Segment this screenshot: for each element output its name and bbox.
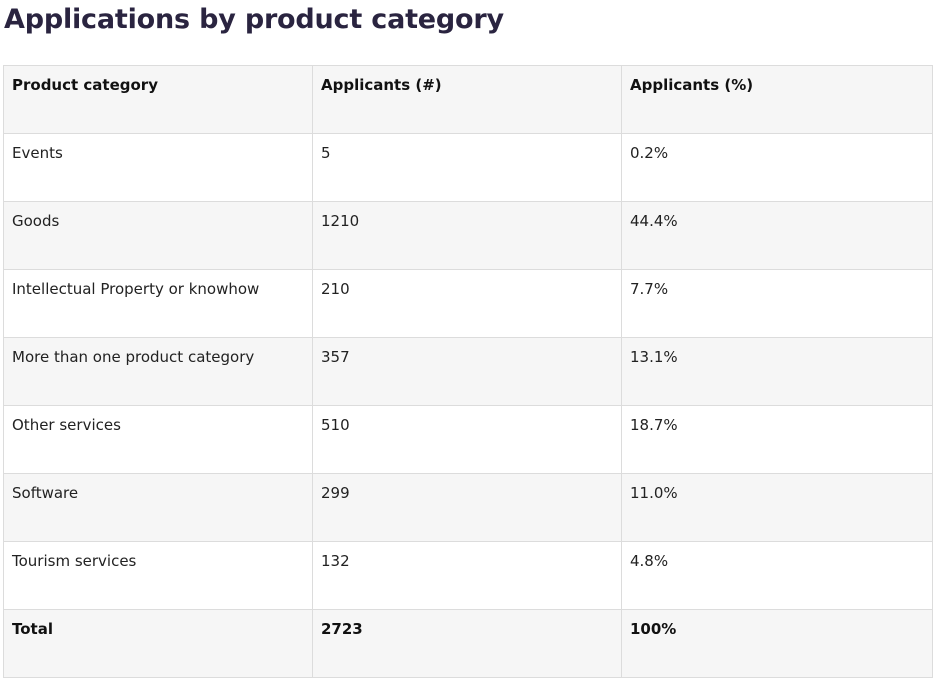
header-product-category: Product category bbox=[3, 65, 313, 134]
cell-applicants: 510 bbox=[312, 405, 622, 474]
cell-percent: 18.7% bbox=[621, 405, 933, 474]
total-label: Total bbox=[3, 609, 313, 678]
cell-applicants: 1210 bbox=[312, 201, 622, 270]
cell-category: Tourism services bbox=[3, 541, 313, 610]
cell-percent: 11.0% bbox=[621, 473, 933, 542]
table-row: Tourism services 132 4.8% bbox=[3, 541, 933, 610]
total-percent: 100% bbox=[621, 609, 933, 678]
cell-category: Software bbox=[3, 473, 313, 542]
cell-percent: 44.4% bbox=[621, 201, 933, 270]
cell-category: Intellectual Property or knowhow bbox=[3, 269, 313, 338]
cell-applicants: 5 bbox=[312, 133, 622, 202]
cell-applicants: 132 bbox=[312, 541, 622, 610]
table-total-row: Total 2723 100% bbox=[3, 609, 933, 678]
table-row: Intellectual Property or knowhow 210 7.7… bbox=[3, 269, 933, 338]
cell-applicants: 299 bbox=[312, 473, 622, 542]
cell-applicants: 210 bbox=[312, 269, 622, 338]
table-row: Software 299 11.0% bbox=[3, 473, 933, 542]
page-title: Applications by product category bbox=[4, 4, 504, 35]
table-header-row: Product category Applicants (#) Applican… bbox=[3, 65, 933, 134]
cell-percent: 7.7% bbox=[621, 269, 933, 338]
cell-percent: 4.8% bbox=[621, 541, 933, 610]
table-row: More than one product category 357 13.1% bbox=[3, 337, 933, 406]
cell-category: More than one product category bbox=[3, 337, 313, 406]
product-category-table: Product category Applicants (#) Applican… bbox=[3, 65, 933, 678]
table-row: Other services 510 18.7% bbox=[3, 405, 933, 474]
header-applicants-percent: Applicants (%) bbox=[621, 65, 933, 134]
cell-category: Goods bbox=[3, 201, 313, 270]
cell-percent: 0.2% bbox=[621, 133, 933, 202]
cell-percent: 13.1% bbox=[621, 337, 933, 406]
table-row: Goods 1210 44.4% bbox=[3, 201, 933, 270]
cell-category: Events bbox=[3, 133, 313, 202]
table-row: Events 5 0.2% bbox=[3, 133, 933, 202]
cell-applicants: 357 bbox=[312, 337, 622, 406]
cell-category: Other services bbox=[3, 405, 313, 474]
header-applicants-count: Applicants (#) bbox=[312, 65, 622, 134]
total-applicants: 2723 bbox=[312, 609, 622, 678]
